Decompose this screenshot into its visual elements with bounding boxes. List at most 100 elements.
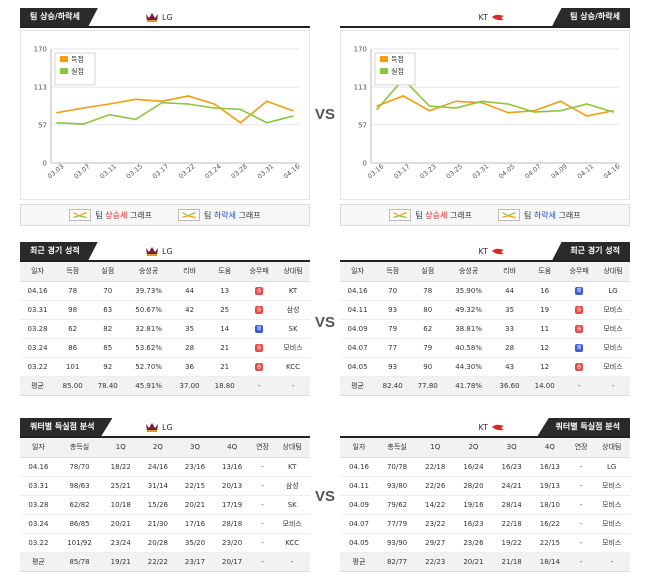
quarter-title-right: 쿼터별 득실점 분석 [537,418,630,436]
table-cell: SK [274,495,310,515]
y-tick-label: 170 [354,46,367,54]
table-cell: 53.62% [125,338,173,358]
column-header: 총득실 [377,438,417,458]
y-tick-label: 113 [354,84,367,92]
recent-team-right: KT [478,246,505,256]
result-cell: 패 [562,338,597,358]
column-header: 도움 [527,262,563,282]
table-cell: 36 [172,357,208,377]
result-cell: 승 [562,300,597,320]
data-point [187,103,189,105]
recent-title-right: 최근 경기 성적 [552,242,630,260]
table-row: 04.09 79 62 38.81% 33 11 승 모비스 [340,319,630,339]
column-header: 승무패 [242,262,277,282]
table-cell: 04.16 [20,281,56,301]
table-cell: - [250,495,275,515]
table-cell: 33 [492,319,528,339]
x-tick-label: 03.31 [471,162,490,180]
table-row: 04.05 93 90 44.30% 43 12 승 모비스 [340,357,630,377]
average-row: 평균 82.40 77.80 41.78% 36.60 14.00- - [340,376,630,396]
quarter-team-name-right: KT [478,422,488,432]
table-cell: 23/24 [102,533,140,553]
trend-legend-left: 팀 상승세 그래프 팀 하락세 그래프 [20,204,310,226]
legend-down-suffix-right: 그래프 [556,210,581,220]
table-cell: 16/13 [530,457,569,477]
table-cell: 32.81% [125,319,173,339]
downtrend-graph-icon [178,209,200,221]
table-cell: 16/22 [530,514,569,534]
table-cell: 22/26 [416,476,455,496]
table-cell: - [568,476,594,496]
table-cell: 29/27 [416,533,455,553]
data-point [56,121,58,124]
result-cell: 승 [562,357,597,377]
average-row: 평균 85/78 19/21 22/22 23/17 20/17- - [20,552,310,572]
legend-label: 실점 [391,67,404,76]
table-cell: 18/10 [530,495,569,515]
average-cell: - [242,376,277,396]
average-cell: 18/14 [530,552,569,572]
table-cell: 78 [55,281,91,301]
x-tick-label: 03.16 [366,162,385,180]
table-row: 04.09 79/62 14/22 19/16 28/14 18/10- 모비스 [340,495,630,515]
win-badge: 승 [255,363,264,371]
recent-team-name-right: KT [478,246,488,256]
x-tick-label: 03.15 [125,162,144,180]
table-cell: SK [276,319,310,339]
table-cell: 03.24 [20,338,56,358]
x-tick-label: 03.07 [72,162,91,180]
column-header: 2Q [454,438,493,458]
column-header: 2Q [139,438,177,458]
data-point [134,98,137,101]
table-cell: 93 [375,300,411,320]
column-header: 3Q [492,438,531,458]
data-point [239,121,242,124]
table-cell: 19/22 [492,533,531,553]
column-header: 도움 [207,262,243,282]
legend-up-suffix-right: 그래프 [447,210,472,220]
table-cell: 12 [527,357,563,377]
win-badge: 승 [255,287,264,295]
recent-header-left: 최근 경기 성적 LG [20,242,310,262]
data-point [454,107,457,109]
average-cell: 평균 [340,376,376,396]
legend-swatch [380,68,388,74]
table-cell: KCC [276,357,310,377]
data-point [213,103,216,105]
column-header: 상대팀 [596,262,630,282]
loss-badge: 패 [575,287,584,295]
result-cell: 패 [562,281,597,301]
x-tick-label: 04.11 [576,162,595,180]
x-tick-label: 03.31 [256,162,275,180]
column-header: 총득실 [56,438,103,458]
table-cell: 44.30% [445,357,493,377]
table-cell: - [568,495,594,515]
column-header: 3Q [176,438,214,458]
table-cell: 80 [410,300,446,320]
table-cell: 92 [90,357,126,377]
vs-label-recent: VS [314,314,335,331]
table-cell: 35 [172,319,208,339]
table-cell: 20/21 [176,495,214,515]
data-point [376,105,378,107]
column-header: 상대팀 [276,262,310,282]
average-cell: 평균 [20,552,57,572]
recent-table-right: 일자 득점 실점 승성공 리바 도움 승무패 상대팀 04.16 70 78 35.90% 44 16 패… [340,262,630,396]
table-cell: 14 [207,319,243,339]
table-cell: 모비스 [596,338,630,358]
table-cell: 79 [410,338,446,358]
legend-label: 실점 [71,67,84,76]
table-cell: 16/23 [454,514,493,534]
table-cell: 101 [55,357,91,377]
data-point [585,103,588,105]
data-point [213,107,216,109]
trend-chart-svg-left: 0 57 113 170 03.03 03.07 03.11 03.15 03.17 03.22 0… [34,46,302,181]
quarter-header-right: 쿼터별 득실점 분석 KT [340,418,630,438]
column-header: 실점 [90,262,126,282]
win-badge: 승 [255,344,264,352]
table-cell: 15/26 [139,495,177,515]
legend-up-word-left: 상승세 [105,210,128,220]
table-cell: 23/16 [176,457,214,477]
legend-down-prefix-left: 팀 [204,210,214,220]
table-cell: 04.07 [340,338,376,358]
